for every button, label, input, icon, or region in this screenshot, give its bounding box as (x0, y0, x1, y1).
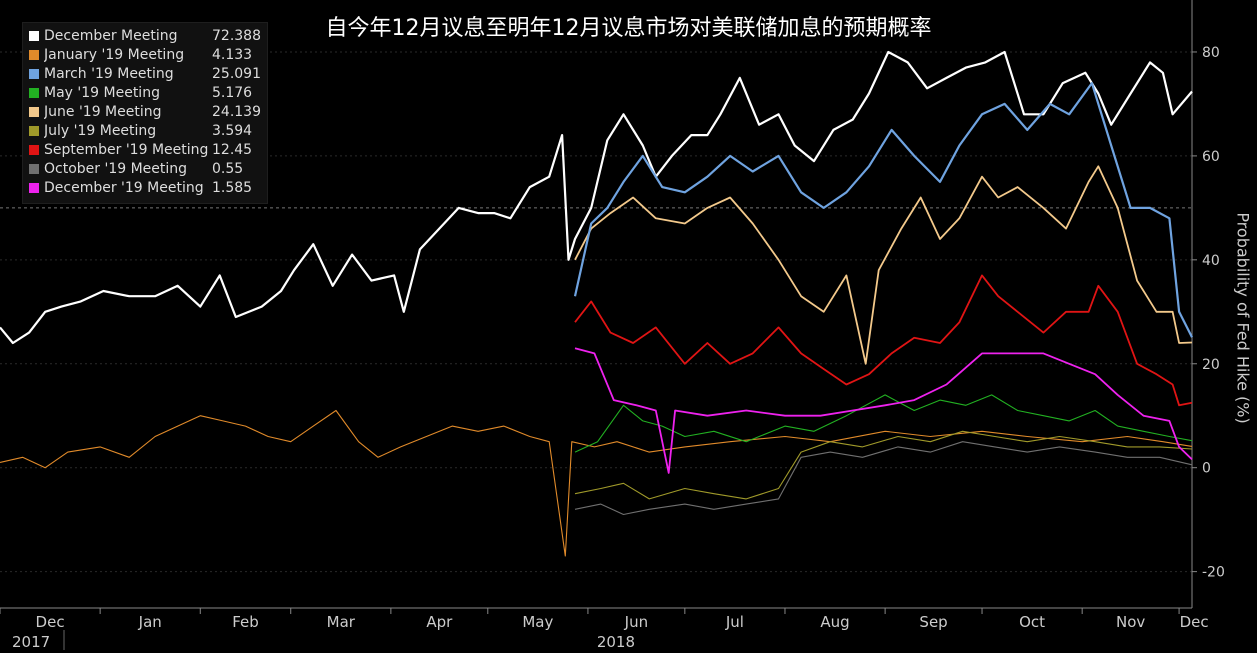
legend-swatch (29, 125, 39, 136)
x-tick-label: Jan (138, 613, 162, 631)
series-line-july-19-meeting (574, 430, 1193, 500)
x-tick-label: Apr (426, 613, 453, 631)
legend-swatch (29, 30, 39, 41)
legend-series-value: 3.594 (212, 122, 253, 139)
legend-swatch (29, 106, 39, 117)
legend-series-name: December Meeting (44, 27, 178, 44)
legend-series-name: December '19 Meeting (44, 179, 204, 196)
x-tick-label: Jun (624, 613, 648, 631)
legend-swatch (29, 87, 39, 98)
gridlines (0, 51, 1192, 573)
y-tick-label: -20 (1202, 565, 1225, 581)
legend-swatch (29, 163, 39, 174)
x-tick-label: May (522, 613, 553, 631)
legend-item: June '19 Meeting 24.139 (23, 102, 267, 121)
legend-series-name: July '19 Meeting (44, 122, 157, 139)
x-tick-label: Aug (820, 613, 849, 631)
series-lines (0, 50, 1193, 557)
y-axis-label: Probability of Fed Hike (%) (1233, 212, 1253, 424)
legend-item: July '19 Meeting 3.594 (23, 121, 267, 140)
x-tick-label: Dec (1180, 613, 1209, 631)
series-line-june-19-meeting (574, 165, 1193, 365)
legend-series-name: January '19 Meeting (44, 46, 185, 63)
y-tick-label: 80 (1202, 45, 1220, 61)
series-line-march-19-meeting (573, 81, 1193, 338)
x-tick-label: Mar (327, 613, 356, 631)
legend-series-value: 1.585 (212, 179, 253, 196)
x-tick-label: Dec (36, 613, 65, 631)
legend-item: March '19 Meeting 25.091 (23, 64, 267, 83)
chart-title: 自今年12月议息至明年12月议息市场对美联储加息的预期概率 (325, 16, 932, 41)
legend-series-name: June '19 Meeting (44, 103, 162, 120)
legend-series-value: 5.176 (212, 84, 253, 101)
y-tick-label: 20 (1202, 357, 1220, 373)
legend-swatch (29, 144, 39, 155)
series-line-december-meeting (0, 50, 1193, 345)
series-line-january-19-meeting (0, 409, 1193, 557)
legend-item: December Meeting 72.388 (23, 26, 267, 45)
legend-item: October '19 Meeting 0.55 (23, 159, 267, 178)
legend: December Meeting 72.388 January '19 Meetin… (22, 22, 268, 204)
legend-series-value: 12.45 (212, 141, 253, 158)
legend-item: December '19 Meeting 1.585 (23, 178, 267, 197)
legend-swatch (29, 49, 39, 60)
axes: -20 0 20 40 60 80 Dec Jan Feb Mar Apr May Jun Jul Aug S… (0, 0, 1225, 651)
legend-item: January '19 Meeting 4.133 (23, 45, 267, 64)
series-line-may-19-meeting (574, 394, 1193, 453)
year-label: 2018 (597, 633, 635, 651)
y-tick-label: 0 (1202, 461, 1211, 477)
legend-swatch (29, 182, 39, 193)
legend-series-value: 0.55 (212, 160, 244, 177)
legend-series-name: March '19 Meeting (44, 65, 174, 82)
y-tick-label: 40 (1202, 253, 1220, 269)
legend-series-name: October '19 Meeting (44, 160, 188, 177)
series-line-december-19-meeting (574, 347, 1193, 474)
x-tick-label: Nov (1116, 613, 1145, 631)
legend-series-name: May '19 Meeting (44, 84, 160, 101)
year-label: 2017 (12, 633, 50, 651)
x-tick-label: Sep (919, 613, 947, 631)
y-tick-label: 60 (1202, 149, 1220, 165)
legend-item: May '19 Meeting 5.176 (23, 83, 267, 102)
legend-series-value: 72.388 (212, 27, 261, 44)
legend-series-value: 4.133 (212, 46, 253, 63)
series-line-october-19-meeting (574, 441, 1193, 516)
x-tick-label: Feb (232, 613, 259, 631)
series-line-september-19-meeting (574, 274, 1193, 407)
legend-series-value: 24.139 (212, 103, 261, 120)
legend-series-value: 25.091 (212, 65, 261, 82)
legend-series-name: September '19 Meeting (44, 141, 209, 158)
legend-item: September '19 Meeting 12.45 (23, 140, 267, 159)
x-tick-label: Jul (725, 613, 744, 631)
x-tick-label: Oct (1019, 613, 1045, 631)
legend-swatch (29, 68, 39, 79)
